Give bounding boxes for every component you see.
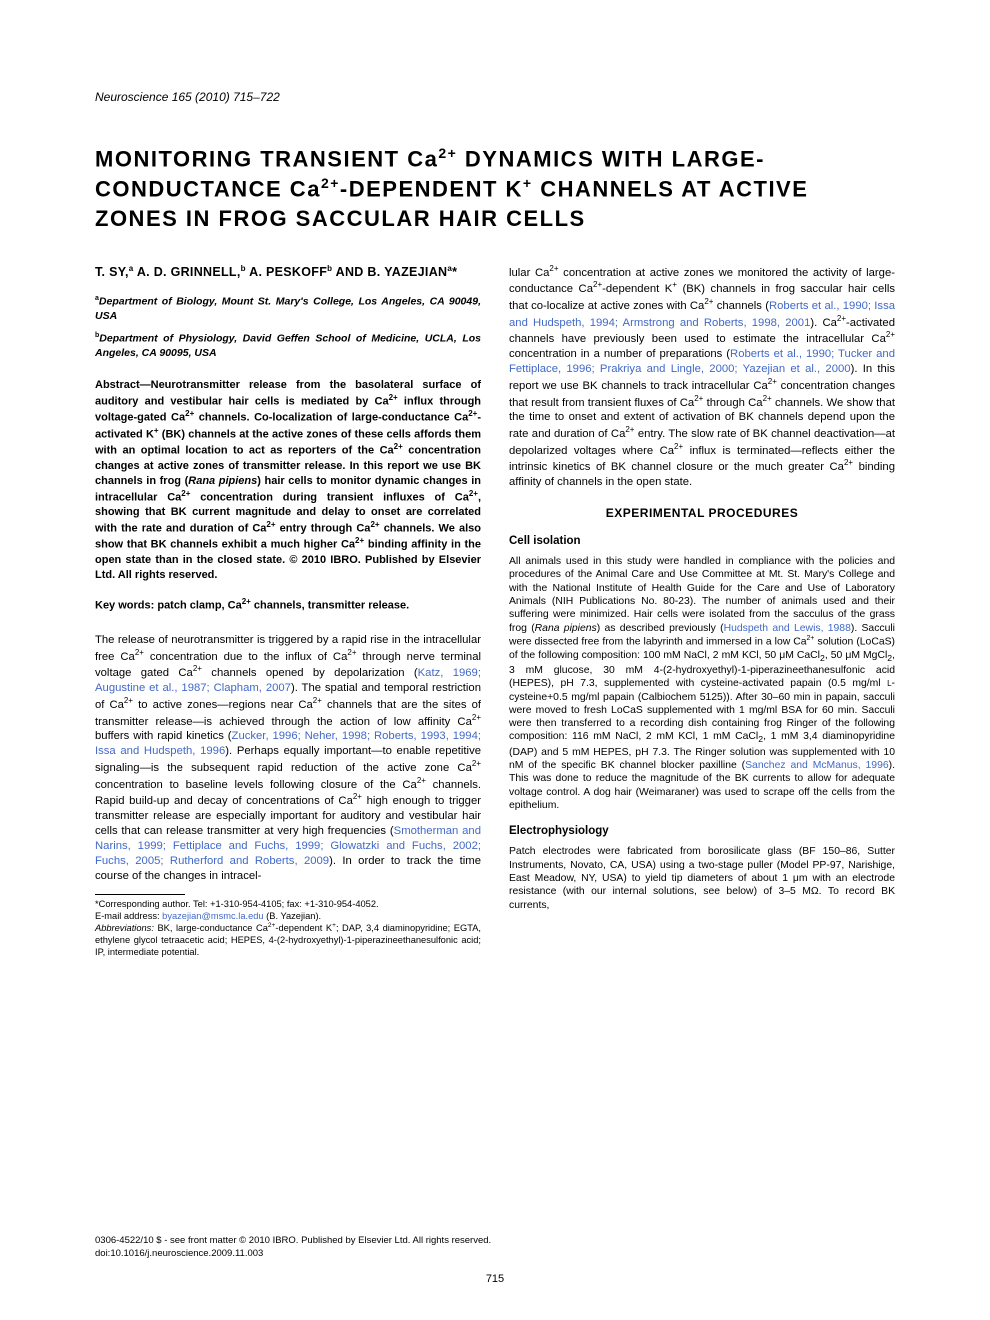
corresponding-author-note: *Corresponding author. Tel: +1-310-954-4… bbox=[95, 899, 481, 923]
right-column: lular Ca2+ concentration at active zones… bbox=[509, 264, 895, 959]
intro-continuation: lular Ca2+ concentration at active zones… bbox=[509, 264, 895, 490]
abstract: Abstract—Neurotransmitter release from t… bbox=[95, 378, 481, 583]
intro-paragraph: The release of neurotransmitter is trigg… bbox=[95, 633, 481, 884]
footnote-rule bbox=[95, 894, 185, 895]
copyright-text: 0306-4522/10 $ - see front matter © 2010… bbox=[95, 1235, 491, 1246]
subsection-electrophysiology: Electrophysiology bbox=[509, 824, 895, 839]
cell-isolation-text: All animals used in this study were hand… bbox=[509, 555, 895, 812]
keywords: Key words: patch clamp, Ca2+ channels, t… bbox=[95, 597, 481, 613]
affiliation-b: bDepartment of Physiology, David Geffen … bbox=[95, 331, 481, 360]
page-container: Neuroscience 165 (2010) 715–722 MONITORI… bbox=[0, 0, 990, 1320]
copyright-doi: 0306-4522/10 $ - see front matter © 2010… bbox=[95, 1235, 895, 1260]
section-experimental-procedures: EXPERIMENTAL PROCEDURES bbox=[509, 506, 895, 522]
article-title: MONITORING TRANSIENT Ca2+ DYNAMICS WITH … bbox=[95, 144, 895, 234]
abbreviations-note: Abbreviations: BK, large-conductance Ca2… bbox=[95, 922, 481, 959]
electrophysiology-text: Patch electrodes were fabricated from bo… bbox=[509, 845, 895, 912]
two-column-layout: T. SY,a A. D. GRINNELL,b A. PESKOFFb AND… bbox=[95, 264, 895, 959]
page-number: 715 bbox=[0, 1273, 990, 1285]
author-list: T. SY,a A. D. GRINNELL,b A. PESKOFFb AND… bbox=[95, 264, 481, 281]
left-column: T. SY,a A. D. GRINNELL,b A. PESKOFFb AND… bbox=[95, 264, 481, 959]
doi-text: doi:10.1016/j.neuroscience.2009.11.003 bbox=[95, 1248, 263, 1259]
subsection-cell-isolation: Cell isolation bbox=[509, 534, 895, 549]
journal-header: Neuroscience 165 (2010) 715–722 bbox=[95, 90, 895, 104]
affiliation-a: aDepartment of Biology, Mount St. Mary's… bbox=[95, 294, 481, 323]
